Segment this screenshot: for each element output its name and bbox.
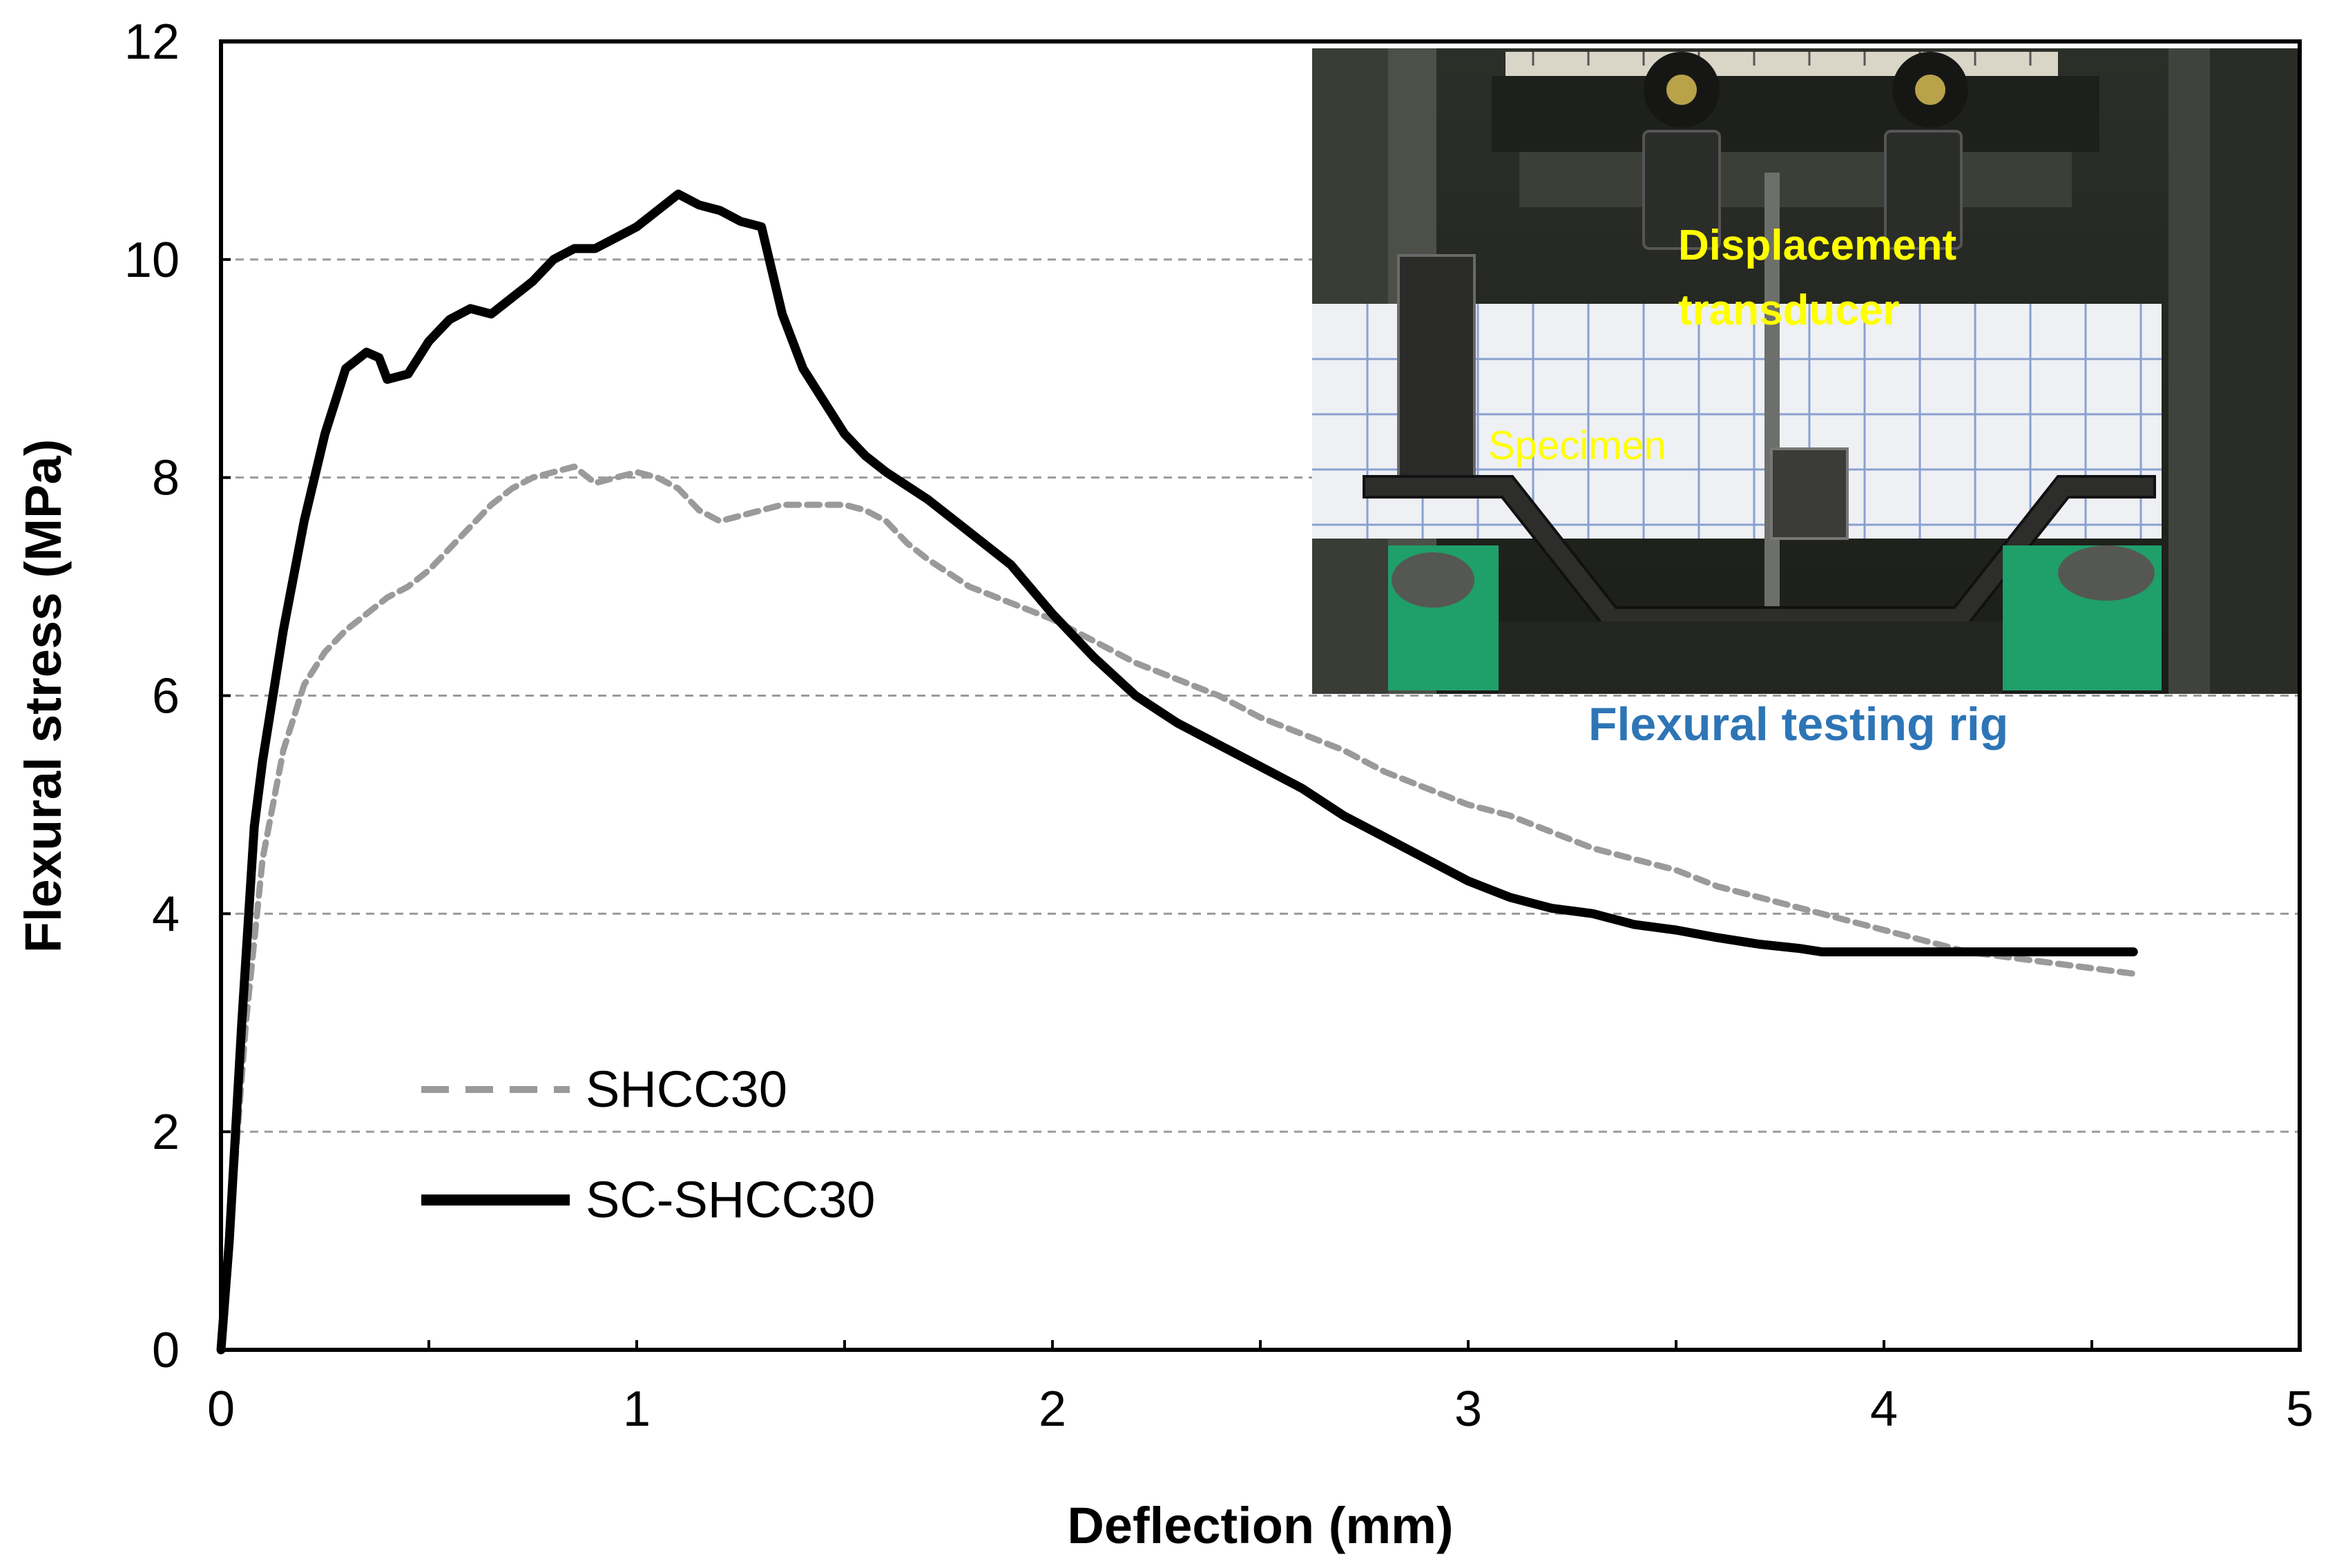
x-axis: 0 1 2 3 4 5 xyxy=(207,1340,2313,1437)
inset-caption: Flexural testing rig xyxy=(1588,698,2008,751)
x-tick-label-1: 1 xyxy=(623,1382,651,1437)
legend-label-shcc30: SHCC30 xyxy=(586,1061,787,1118)
testing-rig-photo: Displacement transducer Specimen Flexura… xyxy=(1312,48,2300,751)
specimen-label: Specimen xyxy=(1488,423,1666,468)
x-tick-label-0: 0 xyxy=(207,1382,235,1437)
x-tick-label-3: 3 xyxy=(1454,1382,1482,1437)
y-axis-title: Flexural stress (MPa) xyxy=(15,439,72,953)
legend: SHCC30 SC-SHCC30 xyxy=(421,1061,875,1228)
series-layer xyxy=(216,189,2138,1355)
x-axis-title: Deflection (mm) xyxy=(1067,1497,1453,1554)
x-tick-label-4: 4 xyxy=(1870,1382,1898,1437)
x-tick-label-5: 5 xyxy=(2286,1382,2313,1437)
series-line-sc-shcc30 xyxy=(216,189,2138,1355)
x-tick-label-2: 2 xyxy=(1039,1382,1066,1437)
legend-label-sc-shcc30: SC-SHCC30 xyxy=(586,1171,875,1228)
y-tick-label-5: 10 xyxy=(124,233,180,288)
y-tick-label-1: 2 xyxy=(152,1105,180,1160)
y-tick-label-2: 4 xyxy=(152,887,180,942)
transducer-label-line1: Displacement xyxy=(1678,222,1956,269)
series-line-shcc30 xyxy=(218,463,2137,1353)
y-tick-label-6: 12 xyxy=(124,14,180,70)
y-tick-label-0: 0 xyxy=(152,1323,180,1378)
transducer-label-line2: transducer xyxy=(1678,287,1899,334)
y-tick-label-4: 8 xyxy=(152,451,180,506)
y-tick-label-3: 6 xyxy=(152,669,180,724)
y-axis: 0 2 4 6 8 10 12 xyxy=(124,14,231,1378)
